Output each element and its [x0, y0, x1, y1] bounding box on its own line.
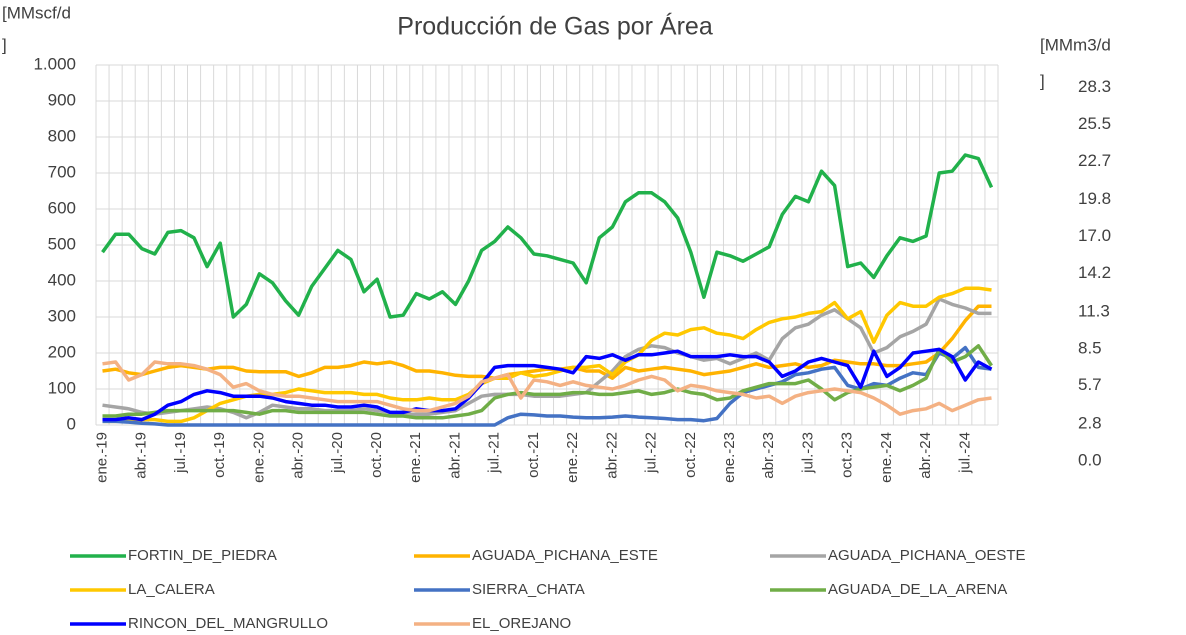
x-tick-label: jul.-19: [172, 432, 189, 474]
x-tick-label: jul.-23: [799, 432, 816, 474]
y-tick-label: 800: [48, 126, 76, 145]
y-tick-label: 400: [48, 270, 76, 289]
x-tick-label: oct.-20: [368, 432, 385, 478]
series-line: [101, 153, 994, 319]
series-line: [102, 304, 992, 380]
y2-tick-label: 19.8: [1078, 189, 1111, 208]
series-line: [102, 347, 993, 422]
x-tick-label: jul.-20: [329, 432, 346, 474]
y-tick-label: 500: [48, 234, 76, 253]
y2-tick-label: 11.3: [1078, 301, 1110, 320]
legend-label: RINCON_DEL_MANGRULLO: [128, 615, 328, 632]
y2-tick-label: 8.5: [1078, 338, 1102, 357]
legend-label: SIERRA_CHATA: [472, 581, 585, 598]
y-tick-label: 300: [48, 306, 76, 325]
y2-axis-label: [MMm3/d: [1040, 35, 1111, 54]
series-line: [102, 345, 992, 427]
legend-label: LA_CALERA: [128, 581, 215, 598]
x-tick-label: abr.-23: [760, 432, 777, 479]
y2-tick-label: 22.7: [1078, 151, 1111, 170]
y-tick-label: 0: [67, 414, 76, 433]
y2-tick-label: 5.7: [1078, 375, 1102, 394]
legend-label: FORTIN_DE_PIEDRA: [128, 547, 277, 564]
x-tick-label: ene.-23: [721, 432, 738, 483]
x-tick-label: oct.-22: [682, 432, 699, 478]
x-tick-label: abr.-21: [446, 432, 463, 479]
x-tick-label: oct.-19: [211, 432, 228, 478]
x-tick-label: oct.-21: [525, 432, 542, 478]
x-tick-label: abr.-19: [133, 432, 150, 479]
x-tick-label: jul.-21: [486, 432, 503, 474]
legend-label: AGUADA_PICHANA_ESTE: [472, 547, 658, 564]
y2-tick-label: 14.2: [1078, 263, 1111, 282]
x-tick-label: abr.-22: [603, 432, 620, 479]
y-axis-label: [MMscf/d: [2, 3, 71, 22]
series-line: [102, 286, 992, 424]
series-line: [102, 360, 992, 416]
y2-tick-label: 2.8: [1078, 414, 1102, 433]
y-tick-label: 200: [48, 342, 76, 361]
y-tick-label: 100: [48, 378, 76, 397]
x-tick-label: ene.-19: [94, 432, 111, 483]
y2-axis-label: ]: [1040, 71, 1045, 90]
x-tick-label: jul.-24: [956, 432, 973, 474]
y-tick-label: 600: [48, 198, 76, 217]
x-tick-label: ene.-20: [250, 432, 267, 483]
y2-tick-label: 0.0: [1078, 450, 1102, 469]
chart-title: Producción de Gas por Área: [397, 12, 713, 41]
legend-label: AGUADA_DE_LA_ARENA: [828, 581, 1007, 598]
y2-tick-label: 28.3: [1078, 77, 1111, 96]
x-tick-label: oct.-23: [839, 432, 856, 478]
legend-label: AGUADA_PICHANA_OESTE: [828, 547, 1026, 564]
x-tick-label: jul.-22: [643, 432, 660, 474]
x-tick-label: ene.-22: [564, 432, 581, 483]
series-line: [102, 344, 993, 420]
x-tick-label: ene.-24: [878, 432, 895, 483]
y-tick-label: 900: [48, 90, 76, 109]
y-axis-label: ]: [2, 35, 7, 54]
x-tick-label: ene.-21: [407, 432, 424, 483]
y-tick-label: 700: [48, 162, 76, 181]
y2-tick-label: 17.0: [1078, 226, 1111, 245]
y-tick-label: 1.000: [33, 54, 76, 73]
x-tick-label: abr.-20: [290, 432, 307, 479]
y2-tick-label: 25.5: [1078, 114, 1111, 133]
x-tick-label: abr.-24: [917, 432, 934, 479]
legend-label: EL_OREJANO: [472, 615, 571, 632]
